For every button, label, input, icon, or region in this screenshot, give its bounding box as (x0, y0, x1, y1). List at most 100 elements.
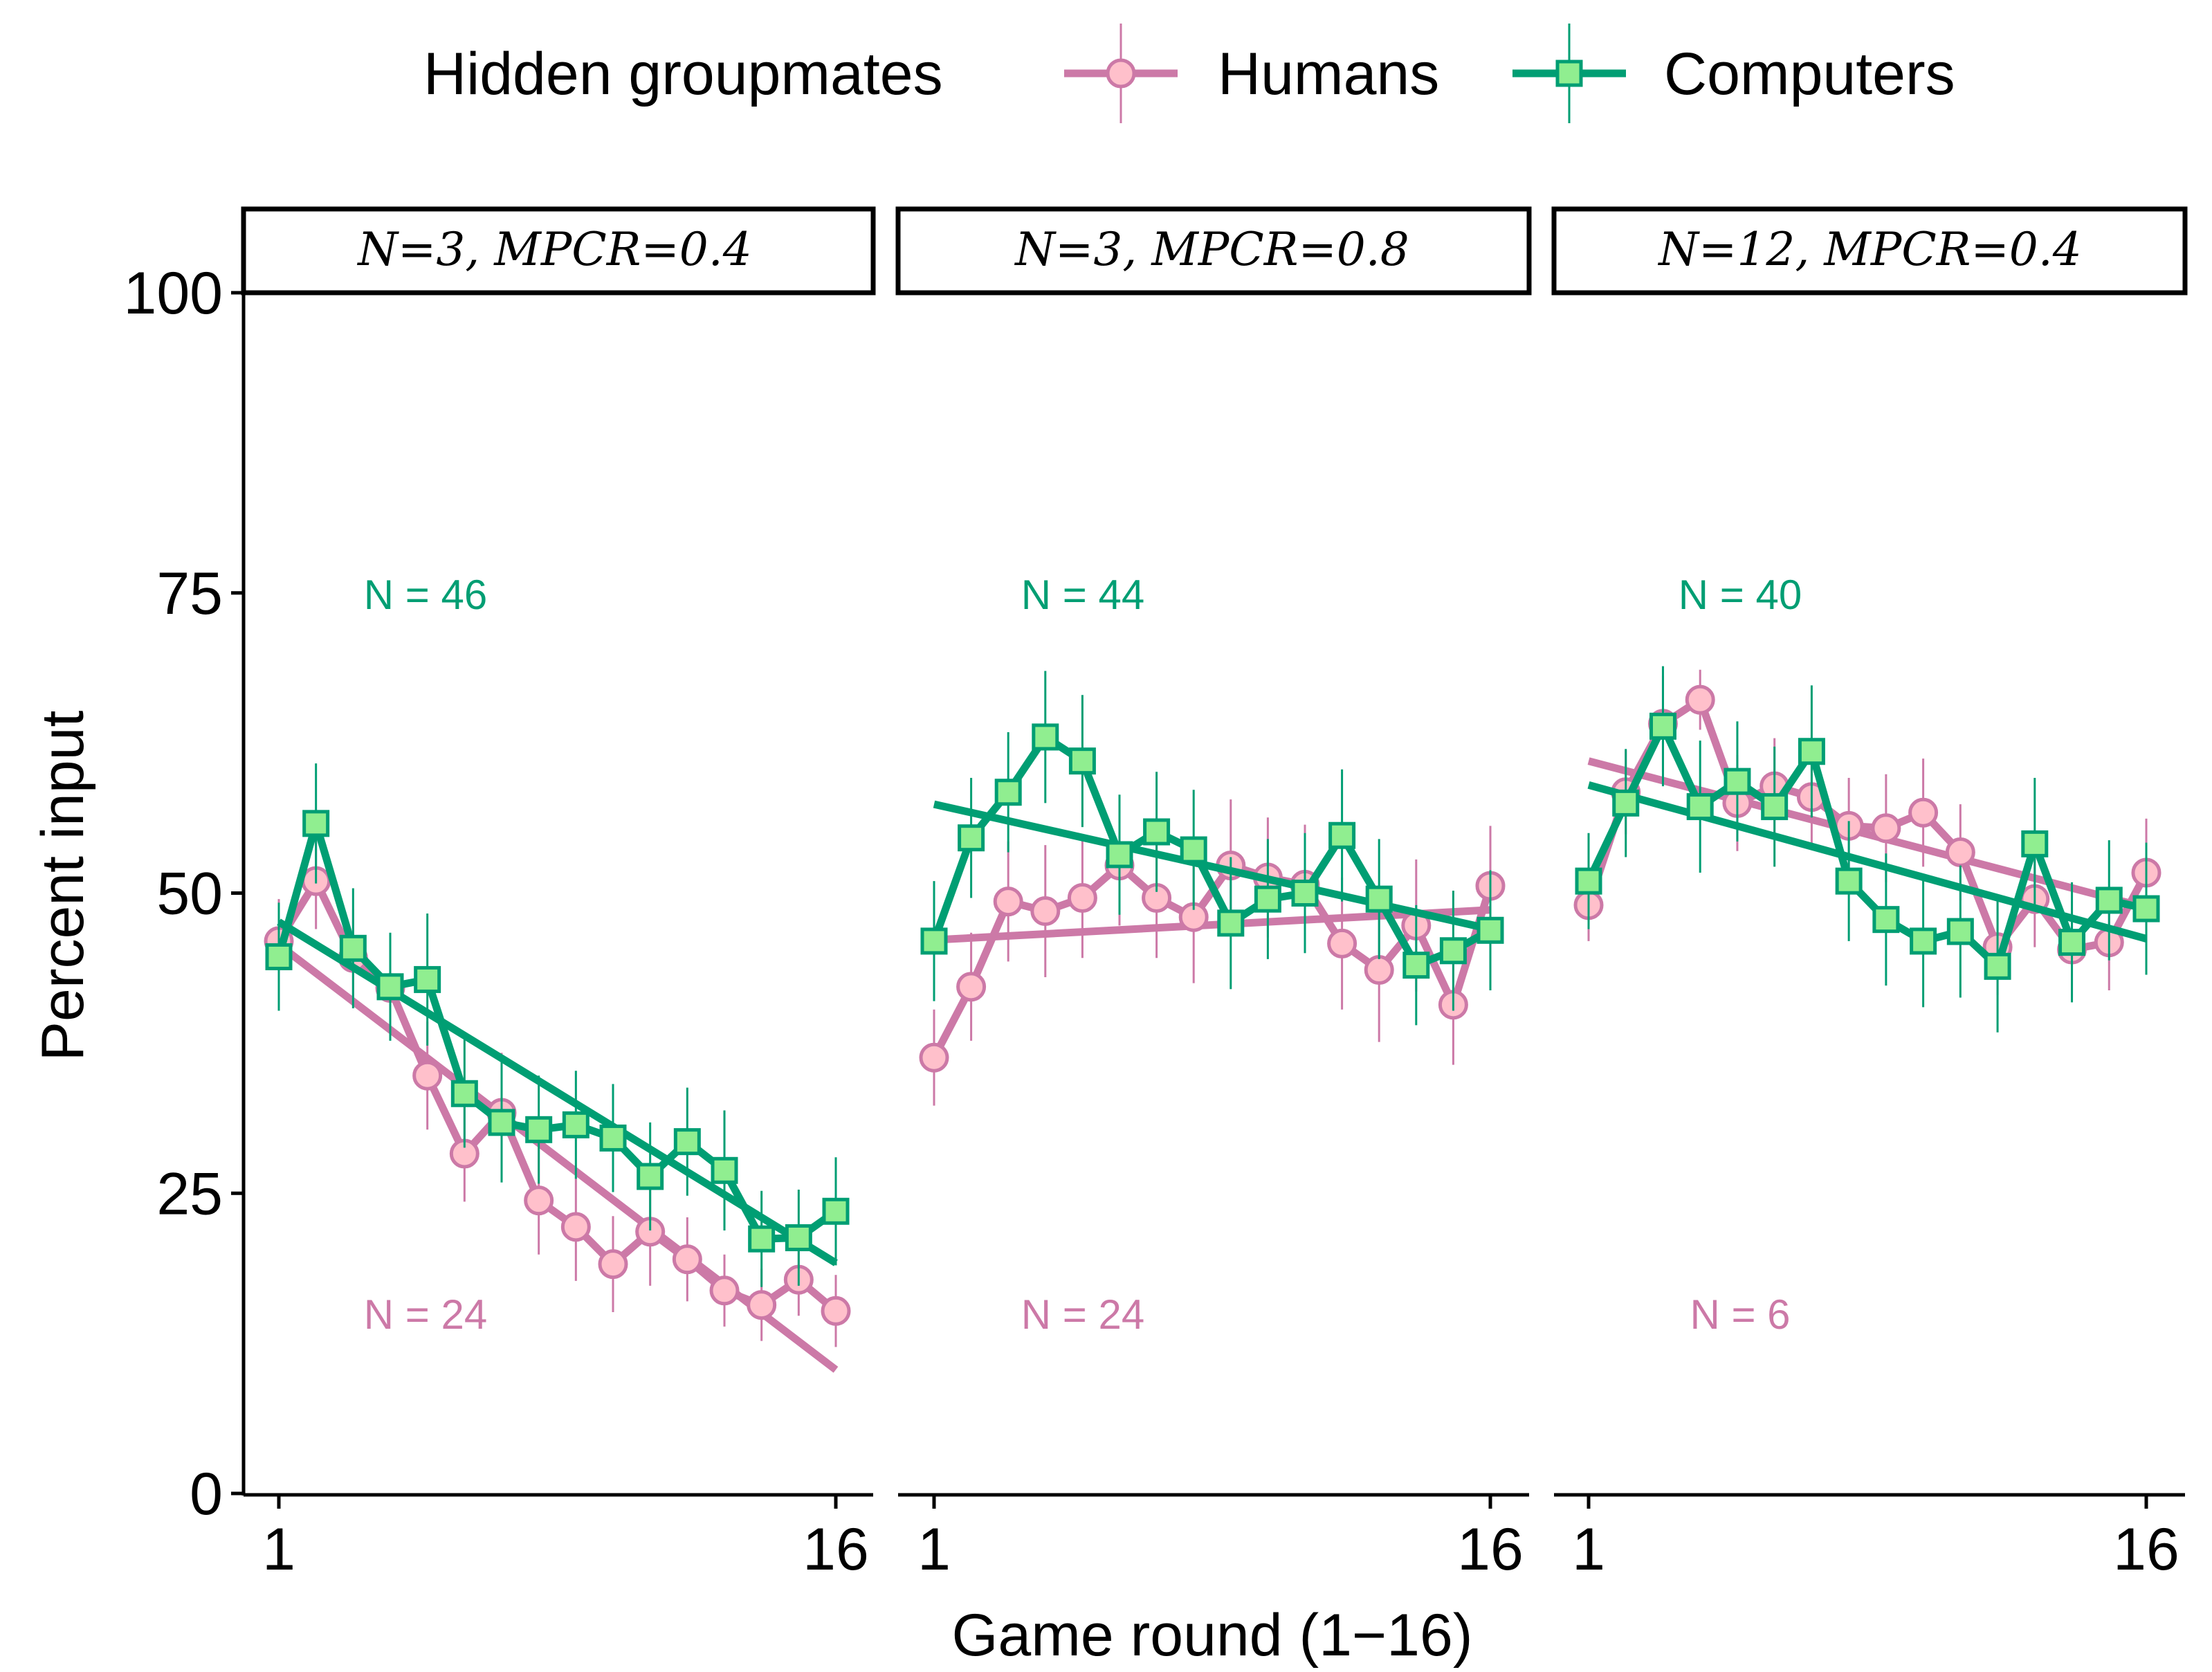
x-tick-label: 16 (1457, 1516, 1524, 1583)
point-humans (672, 1244, 702, 1275)
legend-key-computers (1512, 24, 1626, 123)
point-humans (412, 1060, 443, 1091)
point-computers (1761, 793, 1789, 821)
point-computers (1575, 867, 1602, 895)
point-computers (1835, 867, 1863, 895)
point-computers (822, 1197, 850, 1225)
series-line-computers (275, 819, 839, 1243)
panel-3-plot (1573, 666, 2161, 1033)
point-computers (450, 1080, 478, 1107)
point-computers (1106, 841, 1133, 869)
x-axis-label: Game round (1−16) (952, 1602, 1473, 1669)
legend-label-humans: Humans (1218, 41, 1439, 107)
point-computers (1143, 818, 1171, 846)
point-humans (1030, 896, 1061, 927)
point-computers (1032, 723, 1059, 751)
panel-1-plot (264, 763, 851, 1373)
point-computers (1254, 885, 1281, 913)
point-computers (994, 779, 1022, 806)
y-tick-label: 0 (190, 1461, 223, 1527)
x-tick-label: 1 (917, 1516, 951, 1583)
point-computers (1439, 937, 1467, 965)
point-computers (673, 1128, 701, 1156)
point-computers (748, 1225, 776, 1253)
panel-2-strip-box (895, 206, 1532, 296)
panel-3-strip-label: N=12, MPCR=0.4 (1657, 223, 2081, 276)
point-computers (1984, 952, 2011, 980)
point-humans (709, 1275, 740, 1306)
y-tick-label: 75 (156, 561, 223, 627)
point-computers (1798, 738, 1825, 765)
panel-3-n-computers: N = 40 (1679, 572, 1802, 618)
point-computers (2021, 830, 2049, 857)
panel-2-n-computers: N = 44 (1021, 572, 1144, 618)
point-humans (747, 1290, 777, 1320)
point-computers (1649, 712, 1676, 740)
point-computers (2132, 895, 2160, 923)
panel-1-strip-box (241, 206, 876, 296)
x-tick-label: 1 (262, 1516, 295, 1583)
x-tick-label: 16 (2113, 1516, 2179, 1583)
point-humans (524, 1185, 554, 1216)
point-humans (821, 1296, 851, 1326)
point-computers (525, 1116, 553, 1143)
point-computers (711, 1156, 738, 1184)
trend-line-computers (1587, 781, 2148, 943)
panel-1-strip-label: N=3, MPCR=0.4 (356, 223, 751, 276)
panel-1-n-computers: N = 46 (364, 572, 487, 618)
panel-2-strip-label: N=3, MPCR=0.8 (1014, 223, 1409, 276)
legend-key-humans (1064, 24, 1178, 123)
point-humans (1685, 684, 1715, 715)
point-computers (920, 927, 948, 955)
point-humans (1327, 928, 1358, 958)
point-computers (958, 824, 985, 852)
trend-line-humans (933, 906, 1491, 944)
point-computers (1872, 906, 1900, 934)
point-humans (919, 1042, 949, 1073)
series-line-computers (930, 733, 1492, 970)
point-computers (1291, 880, 1319, 907)
point-computers (1402, 952, 1430, 979)
legend-title: Hidden groupmates (423, 41, 943, 107)
point-computers (1612, 789, 1640, 817)
point-humans (1067, 882, 1097, 913)
legend-marker-square (1555, 60, 1583, 87)
point-humans (993, 887, 1023, 917)
legend-label-computers: Computers (1664, 41, 1955, 107)
point-computers (1365, 885, 1393, 913)
panel-3-n-humans: N = 6 (1690, 1291, 1790, 1338)
point-humans (956, 972, 987, 1002)
point-humans (598, 1249, 628, 1280)
point-computers (302, 810, 330, 837)
series-computers (1575, 666, 2160, 1033)
panel-3: N=12, MPCR=0.4 N = 40 N = 6 1 16 (1551, 206, 2188, 1583)
point-computers (1068, 747, 1096, 775)
point-computers (2058, 929, 2086, 956)
point-humans (1945, 837, 1975, 868)
point-computers (637, 1163, 664, 1190)
point-computers (1328, 821, 1356, 849)
point-computers (488, 1109, 515, 1136)
legend: Hidden groupmates Humans Computers (423, 24, 1955, 123)
point-computers (265, 943, 293, 970)
x-tick-label: 1 (1572, 1516, 1605, 1583)
point-computers (785, 1224, 812, 1251)
point-computers (1686, 793, 1714, 821)
point-computers (339, 934, 367, 962)
point-humans (560, 1212, 591, 1242)
legend-marker-circle (1106, 58, 1136, 89)
point-computers (1910, 927, 1937, 955)
series-line-computers (1585, 722, 2148, 970)
panel-3-strip-box (1551, 206, 2188, 296)
panel-2-plot (919, 671, 1506, 1106)
y-tick-label: 25 (156, 1161, 223, 1227)
point-computers (1180, 836, 1207, 864)
point-computers (414, 965, 441, 993)
panel-2: N=3, MPCR=0.8 N = 44 N = 24 1 16 (895, 206, 1532, 1583)
point-humans (1908, 797, 1939, 828)
y-tick-label: 50 (156, 861, 223, 927)
series-computers (265, 763, 850, 1287)
point-computers (1217, 909, 1245, 937)
x-tick-label: 16 (803, 1516, 869, 1583)
